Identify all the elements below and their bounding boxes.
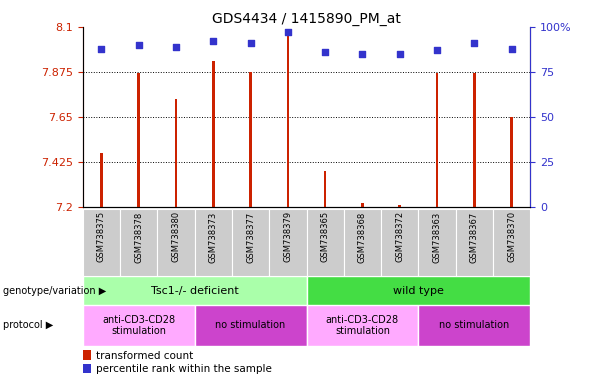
Text: no stimulation: no stimulation <box>439 320 509 331</box>
Bar <box>473 73 476 207</box>
Bar <box>195 209 232 276</box>
Bar <box>286 35 289 207</box>
Bar <box>306 305 418 346</box>
Bar <box>137 73 140 207</box>
Point <box>246 40 256 46</box>
Text: percentile rank within the sample: percentile rank within the sample <box>96 364 272 374</box>
Bar <box>398 205 401 207</box>
Text: genotype/variation ▶: genotype/variation ▶ <box>3 286 106 296</box>
Text: GSM738379: GSM738379 <box>283 211 292 262</box>
Bar <box>232 209 269 276</box>
Title: GDS4434 / 1415890_PM_at: GDS4434 / 1415890_PM_at <box>212 12 401 26</box>
Text: GSM738365: GSM738365 <box>321 211 330 262</box>
Point <box>171 44 181 50</box>
Bar <box>83 209 120 276</box>
Bar <box>324 171 327 207</box>
Bar <box>344 209 381 276</box>
Bar <box>83 276 306 305</box>
Text: GSM738367: GSM738367 <box>470 211 479 263</box>
Bar <box>418 305 530 346</box>
Point <box>96 45 106 51</box>
Bar <box>120 209 158 276</box>
Text: GSM738375: GSM738375 <box>97 211 106 262</box>
Text: transformed count: transformed count <box>96 351 194 361</box>
Point <box>320 49 330 55</box>
Bar <box>158 209 195 276</box>
Bar <box>175 99 177 207</box>
Bar <box>249 72 252 207</box>
Text: GSM738378: GSM738378 <box>134 211 143 263</box>
Point <box>357 51 367 57</box>
Bar <box>493 209 530 276</box>
Bar <box>436 73 438 207</box>
Bar <box>381 209 418 276</box>
Text: GSM738370: GSM738370 <box>507 211 516 262</box>
Text: GSM738377: GSM738377 <box>246 211 255 263</box>
Text: anti-CD3-CD28
stimulation: anti-CD3-CD28 stimulation <box>102 314 175 336</box>
Bar <box>83 305 195 346</box>
Bar <box>83 350 91 359</box>
Point <box>208 38 218 45</box>
Bar <box>83 364 91 373</box>
Bar <box>100 153 103 207</box>
Point <box>507 45 517 51</box>
Text: anti-CD3-CD28
stimulation: anti-CD3-CD28 stimulation <box>326 314 399 336</box>
Text: GSM738372: GSM738372 <box>395 211 404 262</box>
Text: GSM738380: GSM738380 <box>172 211 180 262</box>
Bar <box>195 305 306 346</box>
Point <box>395 51 405 57</box>
Bar <box>361 204 364 207</box>
Point <box>470 40 479 46</box>
Bar <box>455 209 493 276</box>
Point <box>432 47 442 53</box>
Point <box>134 42 143 48</box>
Bar <box>510 117 513 207</box>
Text: wild type: wild type <box>393 286 444 296</box>
Bar <box>212 61 215 207</box>
Bar <box>306 276 530 305</box>
Text: GSM738368: GSM738368 <box>358 211 367 263</box>
Bar <box>306 209 344 276</box>
Text: GSM738373: GSM738373 <box>209 211 218 263</box>
Text: protocol ▶: protocol ▶ <box>3 320 53 331</box>
Text: no stimulation: no stimulation <box>215 320 286 331</box>
Bar <box>269 209 306 276</box>
Text: Tsc1-/- deficient: Tsc1-/- deficient <box>151 286 238 296</box>
Text: GSM738363: GSM738363 <box>433 211 441 263</box>
Point <box>283 29 293 35</box>
Bar <box>418 209 455 276</box>
